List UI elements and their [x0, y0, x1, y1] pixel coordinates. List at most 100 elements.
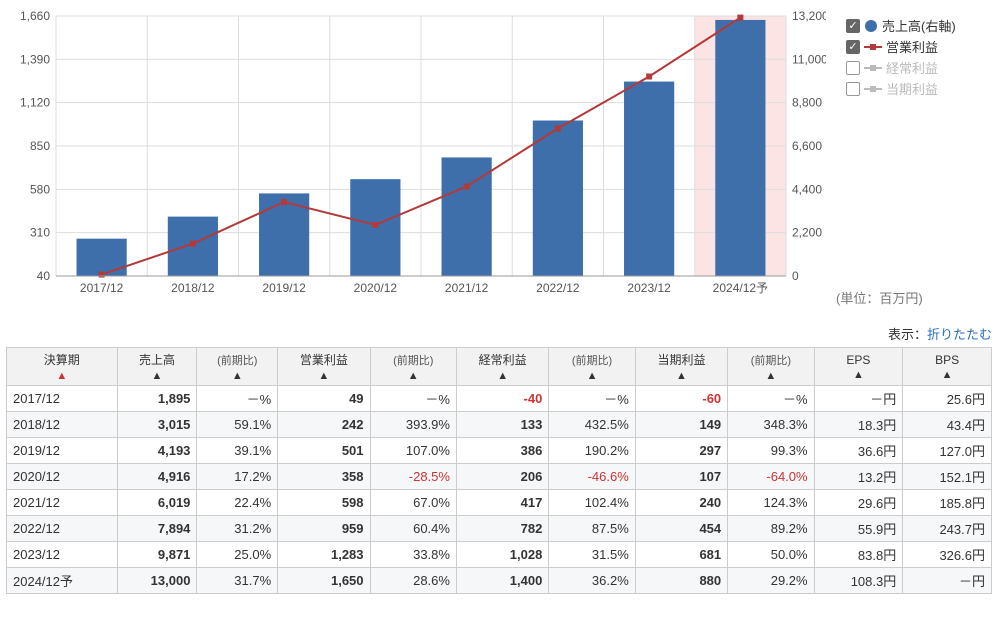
bar-marker-icon — [864, 19, 878, 33]
cell-sales: 4,916 — [117, 464, 197, 490]
legend-label: 営業利益 — [886, 37, 938, 56]
collapse-link[interactable]: 折りたたむ — [927, 327, 992, 342]
unit-label: (単位：百万円) — [836, 288, 923, 307]
cell-ord: 1,028 — [456, 542, 548, 568]
cell-sales: 7,894 — [117, 516, 197, 542]
svg-text:2018/12: 2018/12 — [171, 281, 215, 295]
cell-net: -60 — [635, 386, 727, 412]
svg-text:1,120: 1,120 — [20, 96, 50, 110]
cell-net: 240 — [635, 490, 727, 516]
cell-net: 454 — [635, 516, 727, 542]
cell-sales_yoy: 17.2% — [197, 464, 278, 490]
svg-text:2,200: 2,200 — [792, 226, 822, 240]
col-net[interactable]: 当期利益▲ — [635, 348, 727, 386]
table-row: 2019/124,19339.1%501107.0%386190.2%29799… — [7, 438, 992, 464]
cell-ord_yoy: 87.5% — [549, 516, 635, 542]
cell-ord_yoy: 190.2% — [549, 438, 635, 464]
cell-period: 2018/12 — [7, 412, 118, 438]
cell-net_yoy: －% — [728, 386, 814, 412]
legend-checkbox[interactable]: ✓ — [846, 19, 860, 33]
cell-op_yoy: 393.9% — [370, 412, 456, 438]
cell-ord: 1,400 — [456, 568, 548, 594]
table-body: 2017/121,895－%49－%-40－%-60－%－円25.6円2018/… — [7, 386, 992, 594]
cell-ord_yoy: 102.4% — [549, 490, 635, 516]
cell-op: 959 — [278, 516, 370, 542]
cell-period: 2024/12予 — [7, 568, 118, 594]
col-ord_yoy[interactable]: (前期比)▲ — [549, 348, 635, 386]
table-row: 2023/129,87125.0%1,28333.8%1,02831.5%681… — [7, 542, 992, 568]
cell-net: 297 — [635, 438, 727, 464]
col-net_yoy[interactable]: (前期比)▲ — [728, 348, 814, 386]
col-period[interactable]: 決算期▲ — [7, 348, 118, 386]
cell-ord_yoy: -46.6% — [549, 464, 635, 490]
display-label: 表示： — [888, 327, 927, 342]
chart-legend: ✓ 売上高(右軸) ✓ 営業利益経常利益当期利益 — [846, 16, 996, 100]
cell-sales: 1,895 — [117, 386, 197, 412]
cell-period: 2019/12 — [7, 438, 118, 464]
cell-ord_yoy: 432.5% — [549, 412, 635, 438]
col-ord[interactable]: 経常利益▲ — [456, 348, 548, 386]
cell-ord_yoy: －% — [549, 386, 635, 412]
cell-bps: 152.1円 — [903, 464, 992, 490]
cell-sales: 6,019 — [117, 490, 197, 516]
financial-chart: 4003102,2005804,4008506,6001,1208,8001,3… — [6, 6, 992, 316]
cell-bps: 25.6円 — [903, 386, 992, 412]
table-row: 2024/12予13,00031.7%1,65028.6%1,40036.2%8… — [7, 568, 992, 594]
col-sales[interactable]: 売上高▲ — [117, 348, 197, 386]
legend-item[interactable]: 経常利益 — [846, 58, 996, 77]
cell-period: 2020/12 — [7, 464, 118, 490]
cell-net: 681 — [635, 542, 727, 568]
svg-text:310: 310 — [30, 226, 50, 240]
svg-text:580: 580 — [30, 182, 50, 196]
svg-text:13,200: 13,200 — [792, 9, 826, 23]
legend-item[interactable]: ✓ 売上高(右軸) — [846, 16, 996, 35]
legend-item[interactable]: 当期利益 — [846, 79, 996, 98]
cell-net_yoy: -64.0% — [728, 464, 814, 490]
svg-text:6,600: 6,600 — [792, 139, 822, 153]
financial-table: 決算期▲売上高▲(前期比)▲営業利益▲(前期比)▲経常利益▲(前期比)▲当期利益… — [6, 347, 992, 594]
col-sales_yoy[interactable]: (前期比)▲ — [197, 348, 278, 386]
cell-eps: 18.3円 — [814, 412, 903, 438]
cell-net_yoy: 99.3% — [728, 438, 814, 464]
svg-text:11,000: 11,000 — [792, 52, 826, 66]
cell-net_yoy: 29.2% — [728, 568, 814, 594]
svg-text:4,400: 4,400 — [792, 182, 822, 196]
cell-sales: 13,000 — [117, 568, 197, 594]
legend-label: 売上高(右軸) — [882, 16, 956, 35]
svg-text:2022/12: 2022/12 — [536, 281, 580, 295]
cell-bps: 43.4円 — [903, 412, 992, 438]
cell-op: 49 — [278, 386, 370, 412]
cell-op: 1,283 — [278, 542, 370, 568]
svg-text:2021/12: 2021/12 — [445, 281, 489, 295]
legend-checkbox[interactable] — [846, 61, 860, 75]
svg-text:2024/12予: 2024/12予 — [713, 281, 768, 295]
line-marker-icon — [864, 40, 882, 54]
cell-sales_yoy: －% — [197, 386, 278, 412]
cell-sales: 9,871 — [117, 542, 197, 568]
cell-eps: 108.3円 — [814, 568, 903, 594]
svg-text:8,800: 8,800 — [792, 96, 822, 110]
cell-ord: 206 — [456, 464, 548, 490]
cell-bps: 326.6円 — [903, 542, 992, 568]
cell-period: 2021/12 — [7, 490, 118, 516]
legend-checkbox[interactable] — [846, 82, 860, 96]
chart-canvas: 4003102,2005804,4008506,6001,1208,8001,3… — [6, 6, 826, 306]
col-op[interactable]: 営業利益▲ — [278, 348, 370, 386]
legend-label: 当期利益 — [886, 79, 938, 98]
table-row: 2018/123,01559.1%242393.9%133432.5%14934… — [7, 412, 992, 438]
col-eps[interactable]: EPS▲ — [814, 348, 903, 386]
cell-op: 242 — [278, 412, 370, 438]
legend-item[interactable]: ✓ 営業利益 — [846, 37, 996, 56]
col-op_yoy[interactable]: (前期比)▲ — [370, 348, 456, 386]
table-row: 2020/124,91617.2%358-28.5%206-46.6%107-6… — [7, 464, 992, 490]
legend-checkbox[interactable]: ✓ — [846, 40, 860, 54]
cell-net_yoy: 89.2% — [728, 516, 814, 542]
cell-op_yoy: 33.8% — [370, 542, 456, 568]
cell-net: 880 — [635, 568, 727, 594]
cell-net_yoy: 348.3% — [728, 412, 814, 438]
cell-op: 598 — [278, 490, 370, 516]
col-bps[interactable]: BPS▲ — [903, 348, 992, 386]
cell-op_yoy: 28.6% — [370, 568, 456, 594]
cell-op: 501 — [278, 438, 370, 464]
cell-op_yoy: 107.0% — [370, 438, 456, 464]
